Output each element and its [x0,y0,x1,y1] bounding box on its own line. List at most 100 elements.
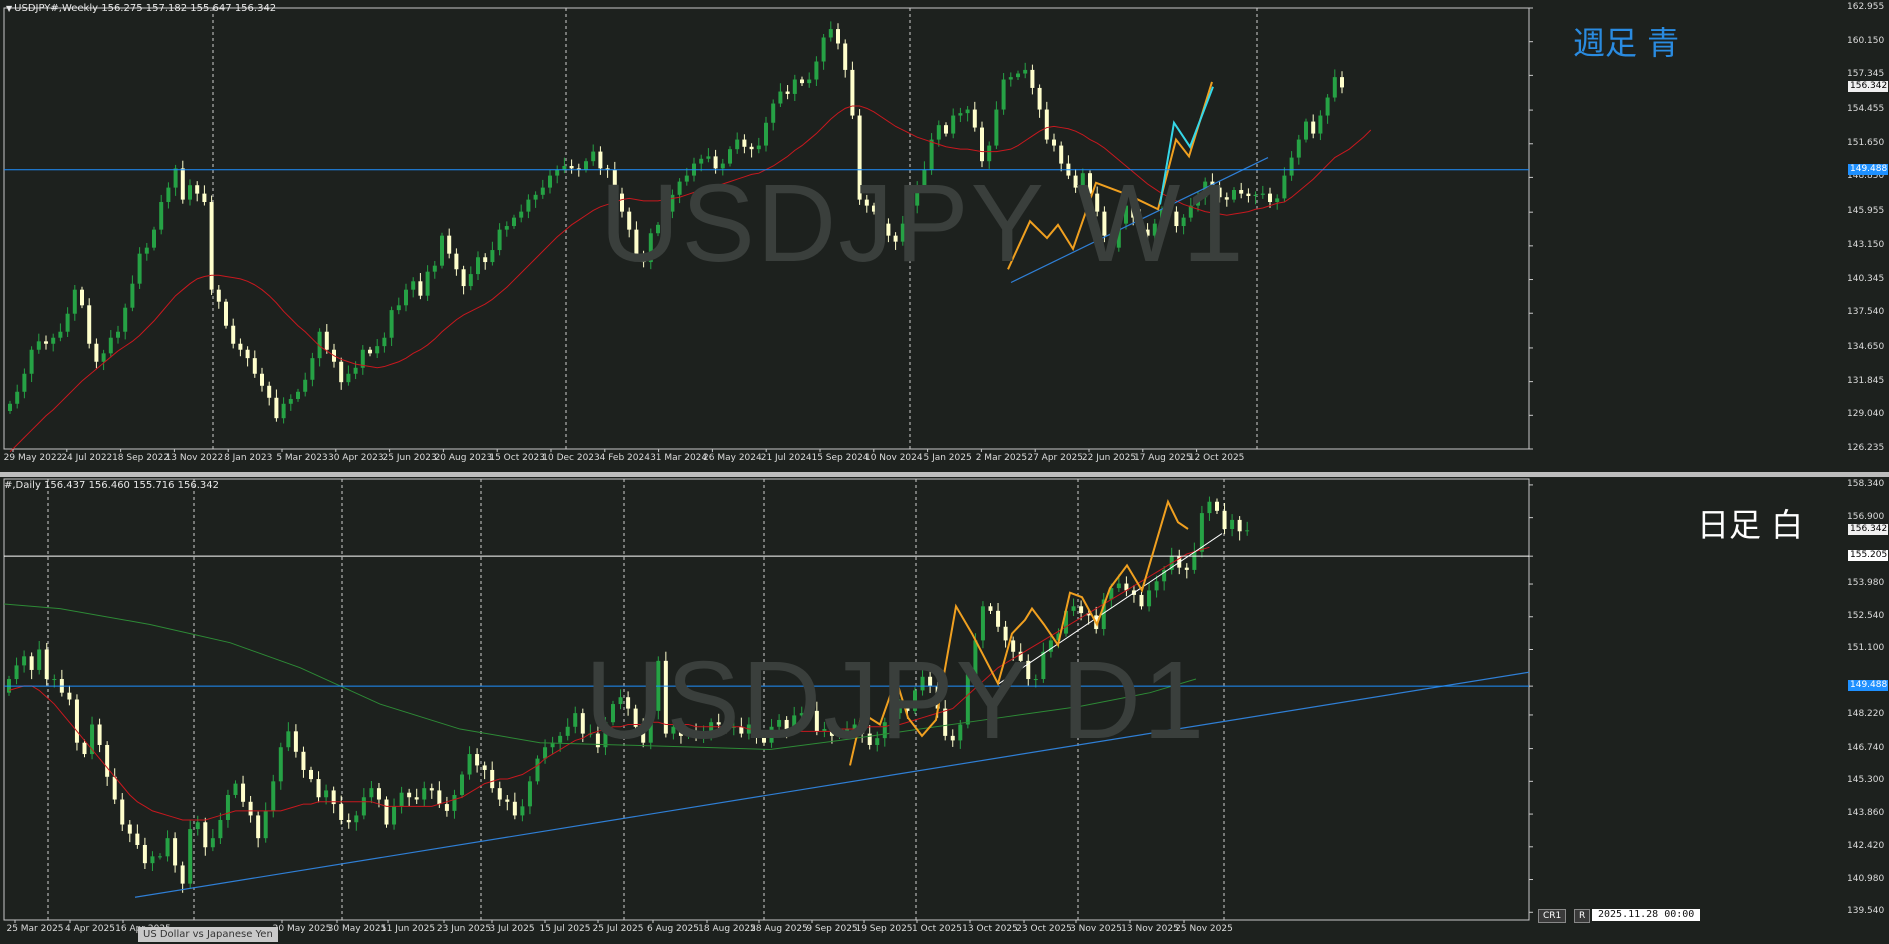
candle-body [543,747,548,759]
weekly-chart-canvas[interactable] [0,0,1889,472]
candle-body [252,358,257,374]
candle-body [735,139,740,150]
candle-body [241,783,246,802]
candle-body [301,751,306,770]
candle-body [1086,613,1091,616]
date-tick-label: 3 Jul 2025 [489,924,535,934]
candle-body [1033,679,1038,681]
candle-body [404,289,408,306]
candle-body [720,163,725,169]
weekly-chart-pane[interactable]: ▼ USDJPY#,Weekly 156.275 157.182 155.647 … [0,0,1889,472]
candle-body [166,187,171,203]
candle-body [29,349,34,374]
candle-body [101,353,106,362]
candle-body [580,713,585,734]
candle-body [603,722,608,748]
candle-body [418,281,423,296]
candle-body [1056,633,1061,641]
price-tick-label: 145.300 [1847,775,1885,786]
candle-body [1232,190,1236,200]
candle-body [288,398,293,404]
candle-body [1073,175,1078,188]
r-button[interactable]: R [1574,909,1591,923]
candle-body [354,815,359,823]
candle-body [671,726,676,734]
candle-body [777,719,782,727]
candle-body [1188,205,1193,218]
candle-body [1246,193,1251,197]
candle-body [1139,594,1144,607]
candle-body [1282,175,1287,199]
date-tick-label: 25 Mar 2025 [6,924,64,934]
candle-body [248,801,253,816]
candle-body [800,79,804,84]
candle-body [920,676,925,691]
candle-body [44,649,49,680]
price-tick-label: 148.850 [1847,171,1885,182]
candle-body [505,799,510,802]
candle-body [1023,69,1028,74]
candle-body [754,724,759,736]
pane-separator[interactable] [0,472,1889,477]
date-tick-label: 19 Sep 2025 [855,924,913,934]
candle-body [656,224,660,234]
candle-body [127,824,132,834]
price-tick-label: 131.845 [1847,375,1885,386]
daily-note: 日足 白 [1697,506,1804,544]
candle-body [929,139,934,170]
candle-body [447,235,452,254]
candle-body [482,765,487,770]
candle-body [144,247,149,254]
daily-chart-canvas[interactable] [0,477,1889,944]
plot-frame [3,478,1530,921]
date-tick-label: 4 Apr 2025 [65,924,115,934]
candle-body [1192,551,1197,570]
date-tick-label: 25 Nov 2025 [1175,924,1233,934]
candle-body [173,838,178,866]
candle-body [716,722,721,725]
date-tick-label: 24 Jul 2022 [61,453,113,463]
candle-body [821,37,826,62]
current-price-tag: 156.342 [1848,81,1888,93]
candle-body [1048,640,1053,652]
candle-body [996,610,1001,627]
candle-body [882,722,887,739]
collapse-triangle-icon[interactable]: ▼ [6,4,13,13]
candle-body [422,788,427,800]
cr1-button[interactable]: CR1 [1538,909,1567,923]
crosshair-datetime: 2025.11.28 00:00 [1592,909,1701,921]
candle-body [339,361,344,383]
candle-body [460,774,464,795]
candle-body [686,731,691,736]
candle-body [1203,181,1208,198]
candle-body [677,181,682,195]
candle-body [843,43,848,70]
candle-body [627,211,632,230]
candle-body [1260,193,1265,195]
candle-body [829,729,834,736]
candle-body [533,194,538,200]
date-tick-label: 29 May 2022 [3,453,63,463]
candle-body [267,385,272,398]
price-tick-label: 143.860 [1847,808,1885,819]
candle-body [82,742,87,755]
candle-body [490,769,495,789]
candle-body [94,343,99,362]
candle-body [1217,187,1222,198]
date-tick-label: 17 Aug 2025 [1133,453,1192,463]
price-tick-label: 143.150 [1847,239,1885,250]
candle-body [950,735,955,741]
candle-body [915,185,920,206]
daily-chart-pane[interactable]: #,Daily 156.437 156.460 155.716 156.342 … [0,477,1889,944]
candle-body [857,115,862,200]
candle-body [886,223,891,236]
date-tick-label: 30 Apr 2023 [327,453,384,463]
date-tick-label: 23 Oct 2025 [1016,924,1072,934]
candle-body [67,692,72,700]
candle-body [331,790,336,805]
candle-body [565,726,570,736]
candle-body [641,257,646,263]
candle-body [399,792,404,807]
candle-body [368,349,372,354]
price-tick-label: 148.220 [1847,708,1885,719]
